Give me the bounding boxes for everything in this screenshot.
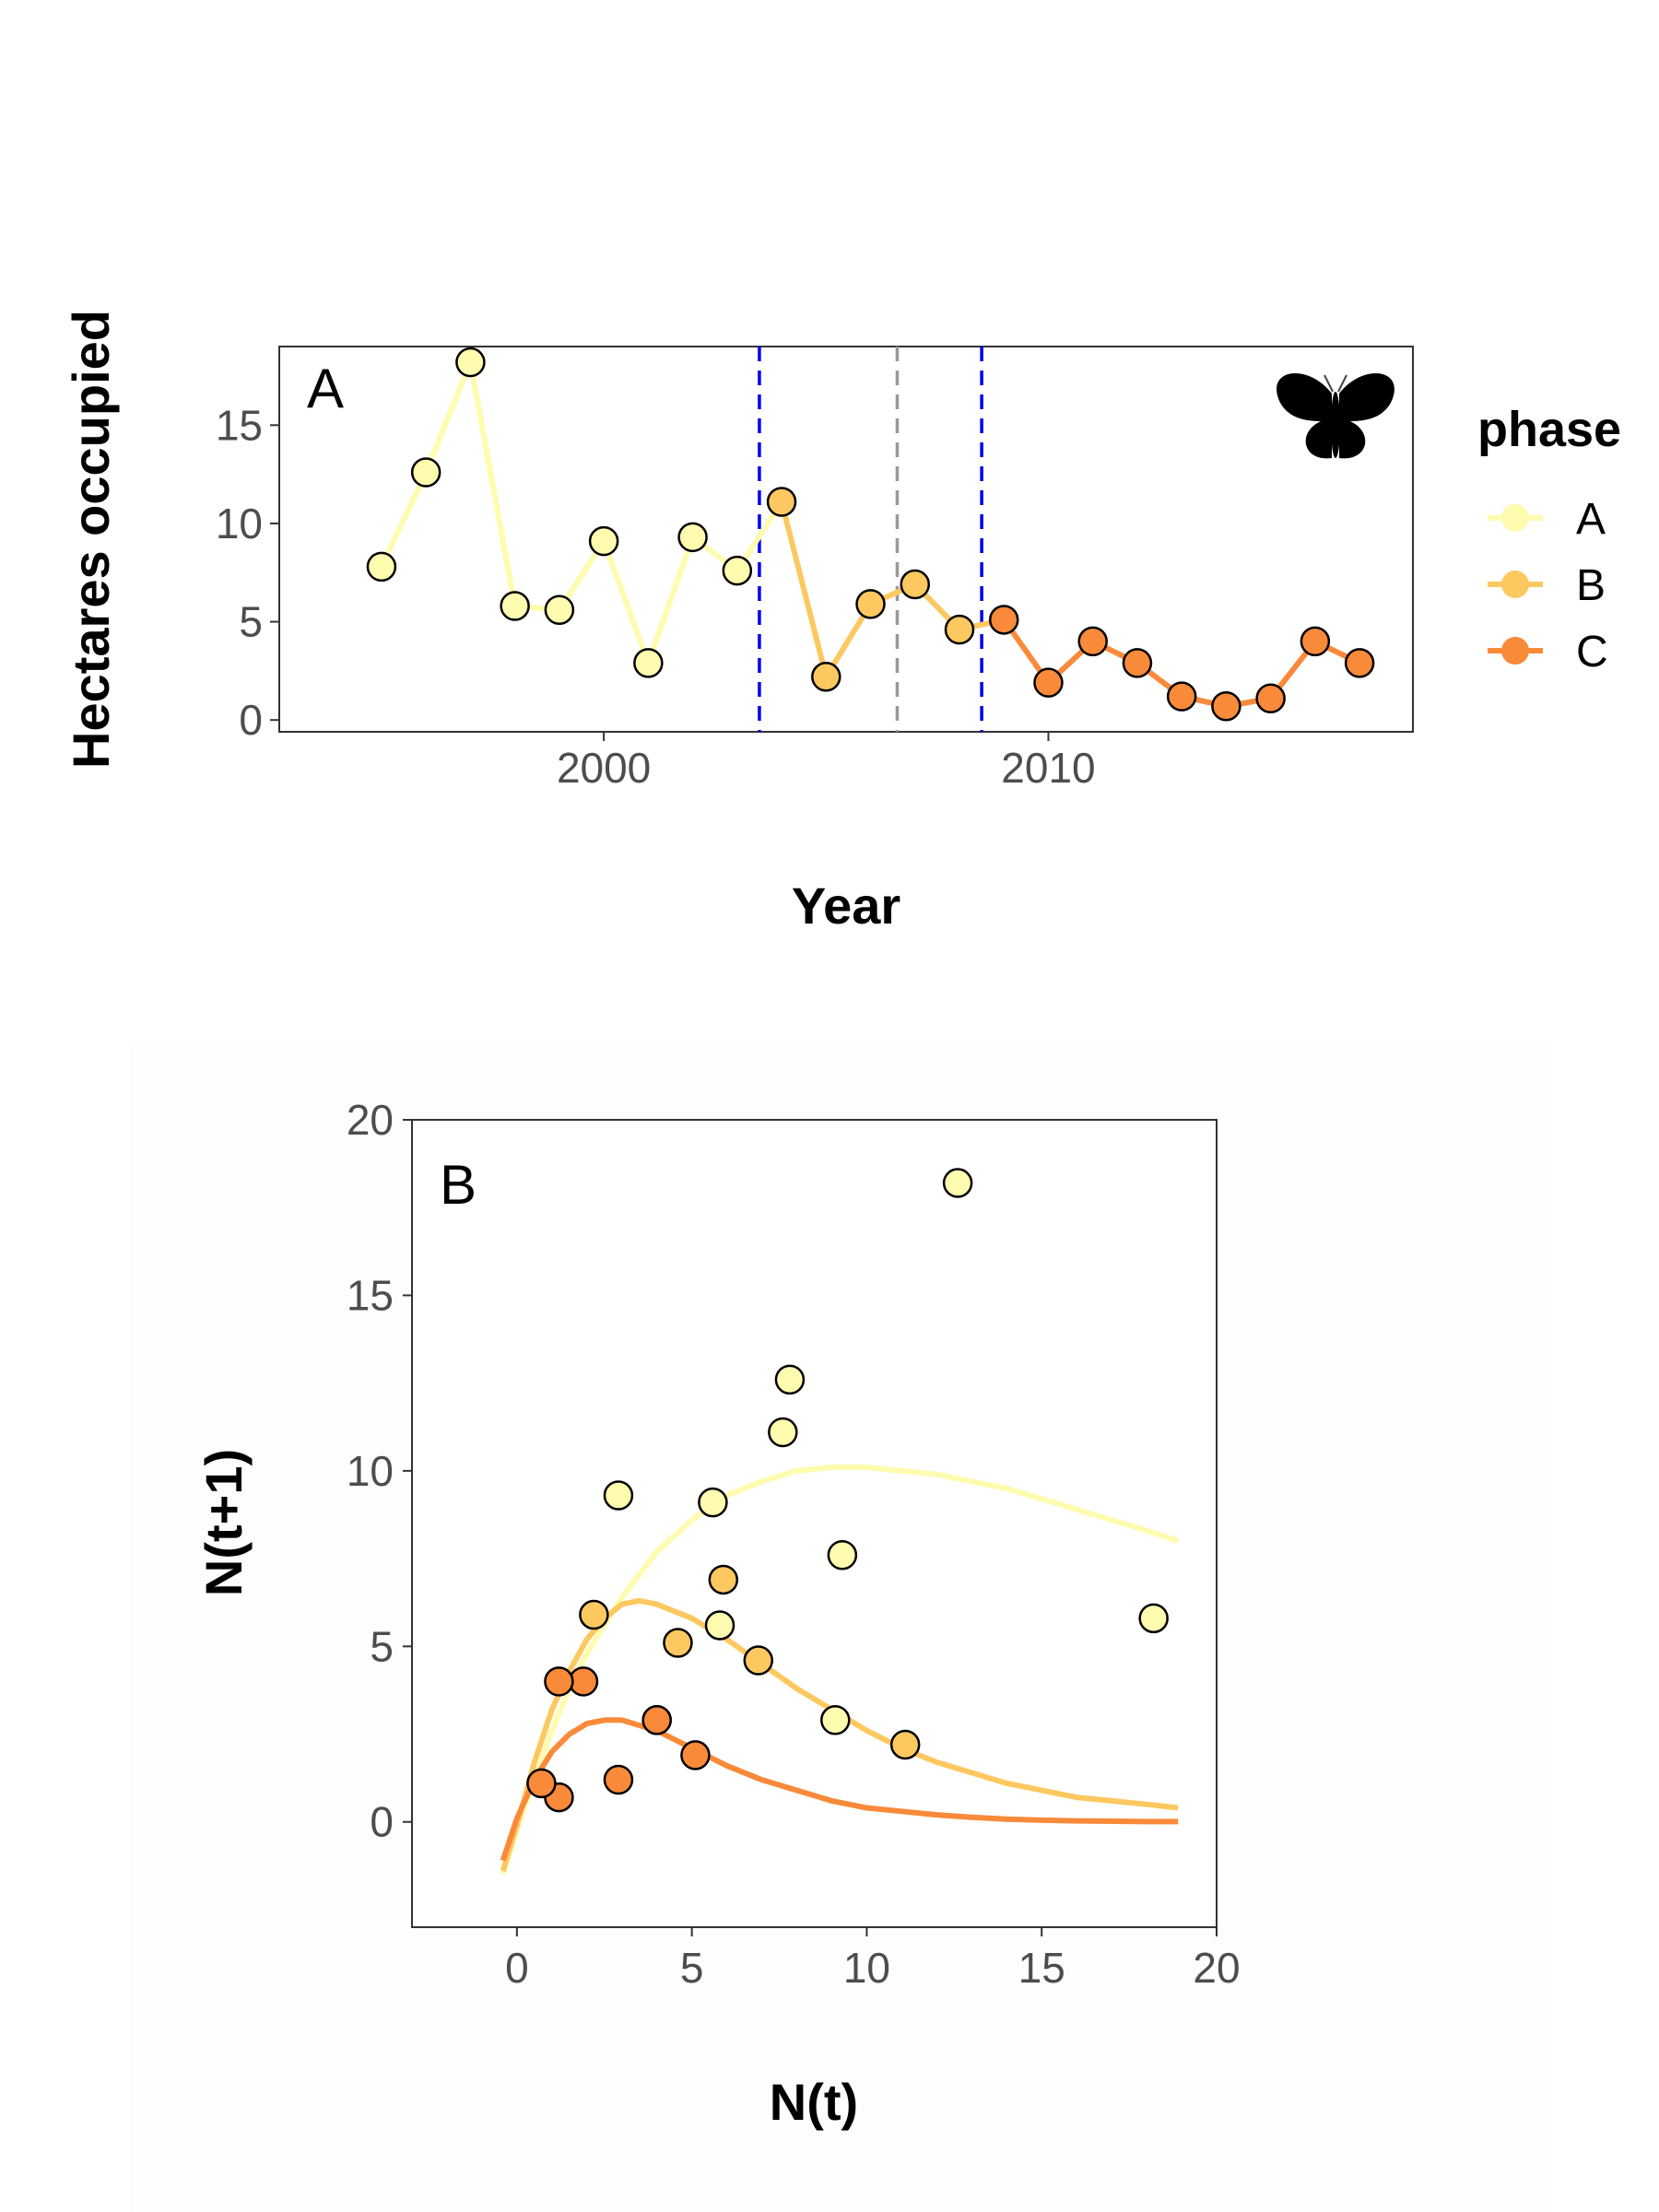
y-tick-label-15: 15: [216, 401, 263, 449]
x-tick-label-2000: 2000: [557, 744, 651, 792]
panel-a-x-axis-title: Year: [792, 877, 900, 935]
point-2010: [1033, 667, 1064, 698]
legend-dot-A: [1501, 504, 1529, 532]
panel-a-y-axis-title: Hectares occupied: [62, 310, 120, 769]
legend-dot-C: [1501, 637, 1529, 665]
y-tick-label-10: 10: [216, 500, 263, 547]
scatter-point-3: [704, 1610, 735, 1641]
y-tick-label-15: 15: [347, 1271, 394, 1319]
point-2007: [900, 569, 931, 600]
point-1999: [544, 594, 575, 626]
panel-b-frame: [411, 1119, 1218, 1928]
point-2017: [1344, 648, 1375, 678]
x-tick-label-5: 5: [680, 1944, 704, 1992]
legend-item-B: B: [1488, 561, 1606, 610]
scatter-point-6: [603, 1480, 634, 1511]
point-2009: [988, 605, 1019, 635]
fit-curve-A: [500, 1465, 1180, 1876]
point-2016: [1300, 626, 1331, 657]
point-2008: [944, 614, 975, 645]
scatter-point-13: [663, 1628, 693, 1658]
panel-a-label: A: [307, 358, 344, 419]
point-2002: [677, 522, 708, 553]
x-tick-label-2010: 2010: [1001, 744, 1095, 792]
scatter-point-19: [603, 1764, 634, 1795]
point-1997: [455, 347, 486, 378]
x-tick-label-20: 20: [1193, 1944, 1240, 1992]
scatter-point-18: [641, 1705, 672, 1735]
x-tick-label-0: 0: [505, 1944, 529, 1992]
panel-b: 0 5 10 15 20 0 5 10 15 20 B N(t) N(t+1): [194, 1096, 1241, 2131]
scatter-point-15: [680, 1740, 711, 1771]
point-2006: [855, 589, 886, 619]
panel-b-points: [526, 1168, 1169, 1813]
panel-b-x-axis-title: N(t): [770, 2073, 858, 2131]
point-1996: [410, 457, 441, 488]
x-tick-label-15: 15: [1018, 1944, 1065, 1992]
y-tick-label-5: 5: [370, 1622, 394, 1670]
scatter-point-7: [827, 1540, 858, 1571]
y-tick-label-10: 10: [347, 1447, 394, 1495]
legend-title: phase: [1477, 402, 1621, 457]
x-tick-label-10: 10: [843, 1944, 890, 1992]
panel-a-y-ticks: 0 5 10 15: [216, 401, 279, 744]
point-1998: [500, 591, 530, 621]
y-tick-label-20: 20: [347, 1096, 394, 1144]
scatter-point-8: [768, 1417, 798, 1448]
y-tick-label-0: 0: [239, 696, 263, 744]
point-2012: [1122, 648, 1153, 678]
scatter-point-21: [526, 1768, 557, 1799]
point-2011: [1077, 626, 1108, 657]
scatter-point-10: [579, 1599, 609, 1630]
butterfly-icon: [1277, 372, 1394, 459]
panel-b-y-axis-title: N(t+1): [194, 1449, 253, 1596]
legend-item-C: C: [1488, 628, 1608, 677]
y-tick-label-0: 0: [370, 1798, 394, 1846]
point-2014: [1211, 691, 1241, 722]
point-2001: [633, 648, 664, 678]
legend-dot-B: [1501, 571, 1529, 598]
scatter-point-12: [743, 1645, 774, 1676]
point-2013: [1166, 681, 1197, 712]
scatter-point-9: [889, 1729, 921, 1760]
legend-label-A: A: [1576, 495, 1606, 544]
legend-items: ABC: [1488, 495, 1608, 677]
scatter-point-5: [820, 1705, 851, 1735]
legend: phase ABC: [1477, 402, 1621, 677]
fit-curve-C: [500, 1717, 1179, 1862]
point-1995: [366, 551, 397, 582]
panel-a-frame: [278, 346, 1414, 733]
scatter-point-1: [942, 1168, 973, 1198]
panel-a: 2000 2010 0 5 10 15 A Year Hectares occupied: [62, 310, 1414, 935]
scatter-point-11: [708, 1564, 739, 1595]
panel-b-y-ticks: 0 5 10 15 20: [347, 1096, 412, 1846]
point-2005: [811, 662, 841, 692]
point-2004: [766, 487, 797, 517]
panel-a-x-ticks: 2000 2010: [557, 732, 1096, 792]
legend-label-B: B: [1576, 561, 1606, 610]
panel-b-label: B: [440, 1154, 477, 1216]
legend-item-A: A: [1488, 495, 1606, 544]
scatter-point-4: [698, 1487, 728, 1518]
point-2000: [588, 525, 619, 557]
y-tick-label-5: 5: [239, 598, 263, 646]
series-line-A: [379, 359, 784, 666]
panel-b-x-ticks: 0 5 10 15 20: [505, 1927, 1241, 1992]
legend-label-C: C: [1576, 628, 1608, 677]
panel-a-points: [366, 347, 1375, 722]
scatter-point-2: [1138, 1603, 1169, 1634]
point-2003: [722, 555, 753, 586]
scatter-point-17: [544, 1666, 574, 1697]
scatter-point-0: [774, 1364, 806, 1395]
point-2015: [1255, 683, 1286, 713]
